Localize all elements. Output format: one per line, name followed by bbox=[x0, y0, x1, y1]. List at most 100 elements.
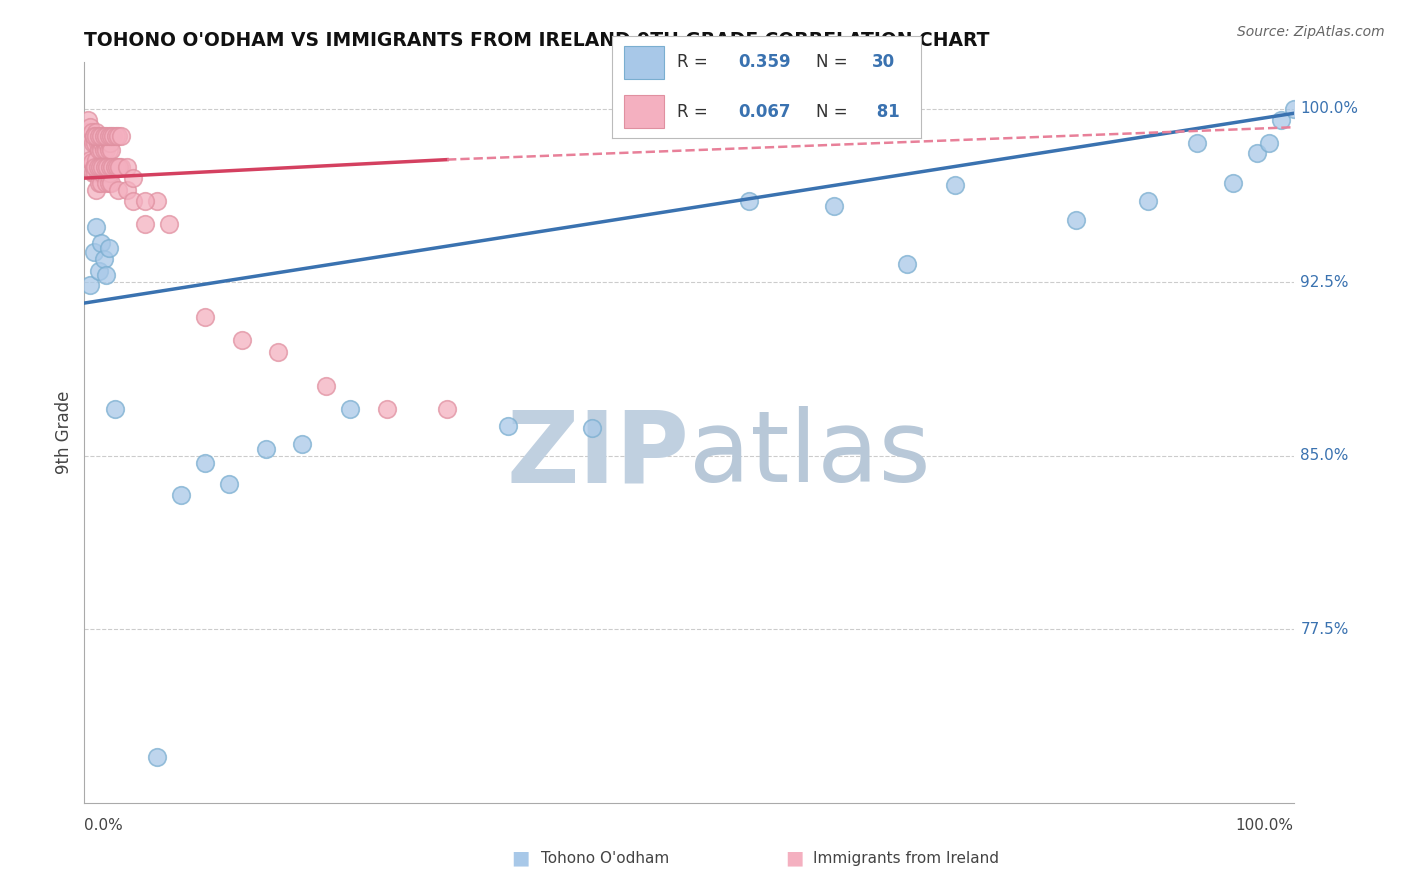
Point bbox=[97, 240, 120, 255]
Bar bbox=[624, 95, 664, 128]
Bar bbox=[624, 45, 664, 78]
Text: Source: ZipAtlas.com: Source: ZipAtlas.com bbox=[1237, 25, 1385, 39]
Point bbox=[93, 144, 115, 158]
Point bbox=[94, 129, 117, 144]
Point bbox=[100, 129, 122, 144]
Point bbox=[107, 183, 129, 197]
Point bbox=[104, 129, 127, 144]
Point bbox=[94, 268, 117, 283]
Point bbox=[98, 166, 121, 180]
Point bbox=[86, 183, 108, 197]
Point bbox=[1258, 136, 1281, 151]
Text: TOHONO O'ODHAM VS IMMIGRANTS FROM IRELAND 9TH GRADE CORRELATION CHART: TOHONO O'ODHAM VS IMMIGRANTS FROM IRELAN… bbox=[84, 30, 990, 50]
Point bbox=[157, 218, 180, 232]
Point bbox=[110, 160, 132, 174]
Text: 100.0%: 100.0% bbox=[1236, 818, 1294, 832]
Point bbox=[339, 402, 361, 417]
Point bbox=[97, 176, 120, 190]
Point bbox=[79, 120, 101, 135]
Point bbox=[100, 176, 122, 190]
Point bbox=[134, 194, 156, 209]
Point bbox=[98, 160, 121, 174]
Point bbox=[170, 488, 193, 502]
Point bbox=[231, 333, 253, 347]
Point bbox=[91, 160, 114, 174]
Point bbox=[436, 402, 458, 417]
Point bbox=[146, 749, 169, 764]
Point bbox=[87, 263, 110, 277]
Point bbox=[86, 166, 108, 180]
Point bbox=[93, 129, 115, 144]
Text: 30: 30 bbox=[872, 54, 894, 71]
Point bbox=[80, 125, 103, 139]
Point bbox=[1064, 212, 1087, 227]
Point bbox=[90, 235, 112, 250]
Point bbox=[104, 402, 127, 417]
Point bbox=[87, 176, 110, 190]
Point bbox=[98, 136, 121, 151]
Point bbox=[115, 160, 138, 174]
Point bbox=[896, 257, 918, 271]
Text: N =: N = bbox=[815, 54, 852, 71]
Point bbox=[1270, 113, 1292, 128]
Point bbox=[121, 194, 143, 209]
Point bbox=[90, 176, 112, 190]
Point bbox=[1246, 145, 1268, 160]
Point bbox=[1185, 136, 1208, 151]
Point bbox=[96, 160, 118, 174]
Point bbox=[77, 113, 100, 128]
Point bbox=[823, 199, 845, 213]
Point bbox=[97, 144, 120, 158]
Point bbox=[94, 136, 117, 151]
Text: N =: N = bbox=[815, 103, 852, 120]
Point bbox=[104, 160, 127, 174]
Point bbox=[110, 129, 132, 144]
Point bbox=[86, 129, 108, 144]
Point bbox=[496, 418, 519, 433]
Point bbox=[146, 194, 169, 209]
Point bbox=[96, 166, 118, 180]
Y-axis label: 9th Grade: 9th Grade bbox=[55, 391, 73, 475]
Point bbox=[1282, 102, 1305, 116]
Text: ■: ■ bbox=[510, 848, 530, 868]
Point bbox=[97, 129, 120, 144]
Text: 77.5%: 77.5% bbox=[1301, 622, 1348, 637]
Point bbox=[108, 160, 131, 174]
Point bbox=[86, 125, 108, 139]
Point bbox=[84, 160, 107, 174]
Point bbox=[91, 166, 114, 180]
Point bbox=[254, 442, 277, 456]
Text: 0.067: 0.067 bbox=[738, 103, 792, 120]
Point bbox=[134, 218, 156, 232]
Point bbox=[104, 160, 127, 174]
Point bbox=[267, 344, 290, 359]
Point bbox=[77, 129, 100, 144]
Point bbox=[87, 129, 110, 144]
Point bbox=[79, 153, 101, 167]
Text: R =: R = bbox=[676, 54, 713, 71]
Point bbox=[76, 125, 98, 139]
Point bbox=[115, 183, 138, 197]
Point bbox=[94, 144, 117, 158]
Text: ZIP: ZIP bbox=[506, 407, 689, 503]
Point bbox=[218, 476, 240, 491]
Point bbox=[738, 194, 761, 209]
Point bbox=[82, 136, 104, 151]
Point bbox=[581, 421, 603, 435]
Point bbox=[86, 136, 108, 151]
Point bbox=[77, 160, 100, 174]
Point bbox=[83, 129, 105, 144]
Point bbox=[87, 144, 110, 158]
Point bbox=[79, 277, 101, 292]
Point bbox=[90, 144, 112, 158]
Text: Immigrants from Ireland: Immigrants from Ireland bbox=[813, 851, 998, 865]
Point bbox=[94, 160, 117, 174]
Point bbox=[86, 160, 108, 174]
Point bbox=[375, 402, 398, 417]
Text: atlas: atlas bbox=[689, 407, 931, 503]
Text: Tohono O'odham: Tohono O'odham bbox=[541, 851, 669, 865]
Text: R =: R = bbox=[676, 103, 713, 120]
Point bbox=[103, 129, 125, 144]
Point bbox=[83, 160, 105, 174]
Point bbox=[100, 144, 122, 158]
